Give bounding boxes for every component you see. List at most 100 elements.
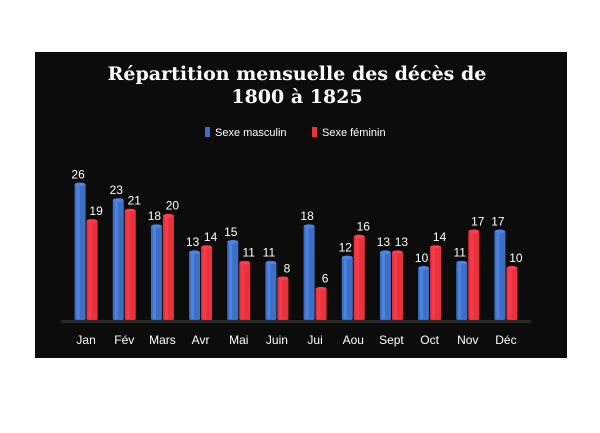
data-label-masculin-jui: 18 <box>300 209 314 223</box>
bar-highlight-feminin-aou <box>355 237 359 319</box>
bar-highlight-masculin-aou <box>343 258 347 319</box>
bar-feminin-aou <box>353 236 365 320</box>
bar-cap-masculin-nov <box>456 260 468 265</box>
data-label-masculin-mai: 15 <box>224 225 238 239</box>
bar-feminin-mars <box>162 215 174 320</box>
chart-title-line-1: Répartition mensuelle des décès de <box>108 63 487 85</box>
bar-highlight-masculin-juin <box>267 263 271 319</box>
bar-highlight-feminin-déc <box>508 268 512 319</box>
bar-cap-masculin-fév <box>112 198 124 202</box>
x-tick-label-aou: Aou <box>343 333 364 347</box>
data-label-feminin-jan: 19 <box>89 204 103 218</box>
bar-feminin-jan <box>86 220 98 320</box>
bar-highlight-masculin-jan <box>76 185 80 319</box>
data-label-feminin-mai: 11 <box>243 246 256 260</box>
bar-masculin-mars <box>150 226 162 320</box>
x-tick-label-fév: Fév <box>114 333 134 347</box>
bar-cap-masculin-mai <box>227 239 239 244</box>
data-label-feminin-déc: 10 <box>509 251 523 265</box>
bar-feminin-avr <box>201 247 213 320</box>
bar-masculin-jui <box>303 226 315 320</box>
bar-highlight-masculin-mai <box>229 242 233 319</box>
bar-masculin-mai <box>227 241 239 320</box>
x-tick-label-mars: Mars <box>149 333 176 347</box>
data-label-feminin-jui: 6 <box>322 272 329 286</box>
data-label-feminin-fév: 21 <box>128 194 142 208</box>
bar-feminin-nov <box>468 231 480 320</box>
bar-cap-masculin-avr <box>189 250 201 255</box>
bar-highlight-feminin-mai <box>241 263 245 319</box>
x-tick-label-nov: Nov <box>457 333 478 347</box>
bar-cap-masculin-oct <box>418 266 430 270</box>
legend-swatch-feminin <box>312 127 317 137</box>
data-label-masculin-jan: 26 <box>71 167 85 181</box>
data-label-masculin-déc: 17 <box>491 214 505 228</box>
bar-highlight-feminin-juin <box>279 279 283 319</box>
legend-label-masculin: Sexe masculin <box>215 127 287 139</box>
x-tick-label-déc: Déc <box>495 333 516 347</box>
bar-highlight-masculin-déc <box>496 232 500 319</box>
data-label-feminin-avr: 14 <box>204 230 218 244</box>
bar-cap-masculin-mars <box>150 224 162 228</box>
bar-highlight-feminin-fév <box>126 211 130 319</box>
bar-masculin-sept <box>379 252 391 320</box>
bar-cap-feminin-mai <box>239 260 251 265</box>
data-label-masculin-nov: 11 <box>454 246 467 260</box>
bar-masculin-nov <box>456 262 468 320</box>
bar-cap-masculin-aou <box>341 255 353 260</box>
bar-cap-feminin-déc <box>506 266 518 270</box>
x-tick-label-mai: Mai <box>229 333 248 347</box>
bar-masculin-fév <box>112 200 124 320</box>
bar-cap-masculin-jan <box>74 182 86 187</box>
bar-masculin-jan <box>74 184 86 320</box>
x-tick-label-jui: Jui <box>307 333 322 347</box>
bar-highlight-masculin-nov <box>458 263 462 319</box>
bar-cap-masculin-déc <box>494 229 506 234</box>
bar-feminin-sept <box>391 252 403 320</box>
data-label-feminin-sept: 13 <box>395 235 409 249</box>
x-tick-label-avr: Avr <box>192 333 210 347</box>
bar-feminin-déc <box>506 267 518 320</box>
bar-feminin-oct <box>430 247 442 320</box>
bar-cap-feminin-nov <box>468 229 480 234</box>
bar-cap-feminin-avr <box>201 245 213 249</box>
bar-cap-feminin-aou <box>353 234 365 239</box>
bar-cap-feminin-mars <box>162 213 174 218</box>
bar-highlight-feminin-avr <box>203 248 207 319</box>
x-tick-label-jan: Jan <box>76 333 95 347</box>
bar-cap-feminin-jan <box>86 219 98 223</box>
data-label-masculin-oct: 10 <box>415 251 429 265</box>
bar-highlight-feminin-jui <box>317 289 321 319</box>
bar-masculin-aou <box>341 257 353 320</box>
bar-cap-feminin-juin <box>277 276 289 281</box>
legend-swatch-masculin <box>205 127 210 137</box>
bar-feminin-juin <box>277 278 289 320</box>
bar-cap-feminin-oct <box>430 245 442 249</box>
data-label-masculin-juin: 11 <box>263 246 276 260</box>
plot-area: 26 19 Jan 23 21 Fév 18 20 Mars 13 14 Avr 15 11 Mai 11 8 J… <box>61 167 531 347</box>
bar-highlight-feminin-nov <box>470 232 474 319</box>
plot-floor <box>61 320 531 323</box>
bar-highlight-masculin-sept <box>381 253 385 319</box>
bar-cap-feminin-jui <box>315 286 327 291</box>
bar-cap-feminin-fév <box>124 208 136 213</box>
bar-cap-masculin-juin <box>265 260 277 265</box>
x-tick-label-oct: Oct <box>420 333 439 347</box>
bar-highlight-feminin-mars <box>164 216 168 319</box>
data-label-masculin-aou: 12 <box>339 240 353 254</box>
bar-masculin-déc <box>494 231 506 320</box>
chart-panel: Répartition mensuelle des décès de 1800 … <box>35 52 567 358</box>
data-label-masculin-sept: 13 <box>377 235 391 249</box>
bar-highlight-masculin-avr <box>191 253 195 319</box>
legend-label-feminin: Sexe féminin <box>322 127 386 139</box>
bar-highlight-feminin-sept <box>393 253 397 319</box>
chart-title-line-2: 1800 à 1825 <box>231 86 362 108</box>
bar-feminin-mai <box>239 262 251 320</box>
bar-feminin-fév <box>124 210 136 320</box>
data-label-masculin-fév: 23 <box>110 183 124 197</box>
x-tick-label-juin: Juin <box>266 333 288 347</box>
bar-cap-masculin-sept <box>379 250 391 255</box>
bar-highlight-masculin-oct <box>420 268 424 319</box>
data-label-feminin-aou: 16 <box>357 220 371 234</box>
bar-highlight-feminin-jan <box>88 221 92 319</box>
